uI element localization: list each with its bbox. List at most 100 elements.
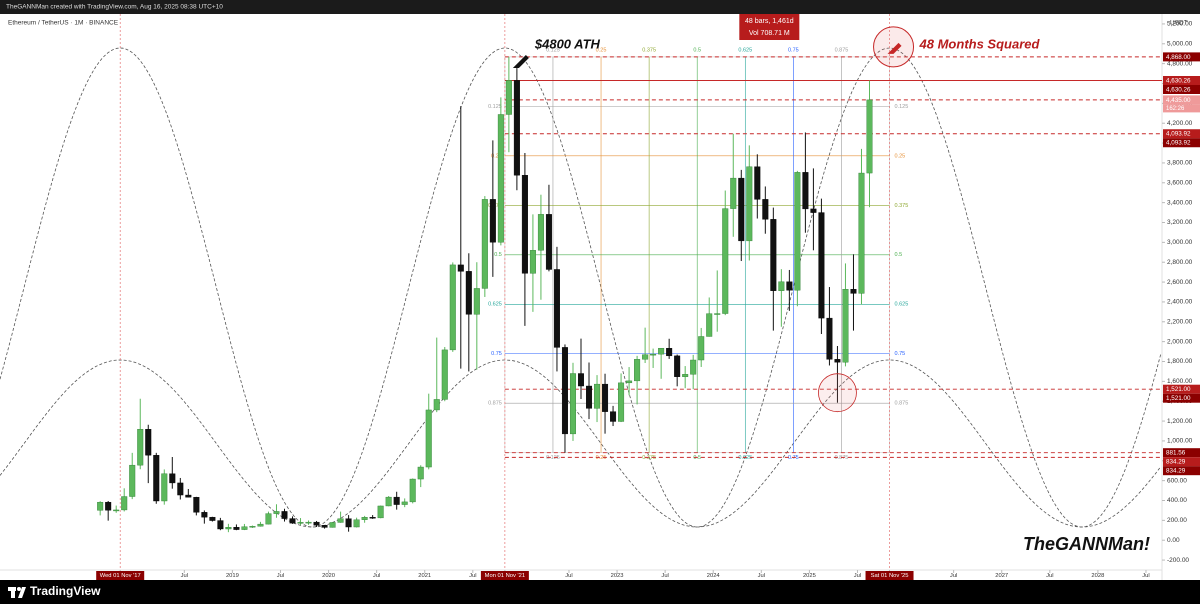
candle-body bbox=[569, 373, 576, 435]
x-tick-label: Jul bbox=[661, 573, 668, 579]
y-tick-label: 3,000.00 bbox=[1167, 239, 1193, 246]
y-tick-label: 3,800.00 bbox=[1167, 160, 1193, 167]
price-level-label: 4,093.92 bbox=[1166, 140, 1191, 147]
y-tick-label: 200.00 bbox=[1167, 517, 1187, 524]
x-tick-label: Mon 01 Nov '21 bbox=[485, 573, 525, 579]
candle-body bbox=[161, 473, 168, 502]
y-tick-label: 4,200.00 bbox=[1167, 120, 1193, 127]
candle-body bbox=[257, 523, 264, 527]
candle-body bbox=[449, 264, 456, 351]
fib-label: 0.25 bbox=[596, 455, 607, 461]
candle-body bbox=[650, 353, 657, 356]
candle-body bbox=[826, 317, 833, 360]
candle-body bbox=[97, 501, 104, 511]
squared-label: 48 Months Squared bbox=[919, 36, 1041, 51]
candle-body bbox=[698, 336, 705, 361]
measure-box bbox=[739, 14, 800, 40]
candle-body bbox=[810, 208, 817, 213]
price-level-label: 1,521.00 bbox=[1166, 386, 1191, 393]
pencil-icon bbox=[512, 55, 529, 68]
price-level-box bbox=[1163, 95, 1200, 105]
candle-body bbox=[369, 517, 376, 519]
fib-label: 0.375 bbox=[642, 455, 656, 461]
logo-part bbox=[18, 587, 26, 598]
candle-body bbox=[177, 482, 184, 496]
x-tick-label: 2020 bbox=[322, 573, 335, 579]
candle-body bbox=[425, 409, 432, 468]
gann-circle bbox=[818, 373, 857, 413]
candle-body bbox=[818, 212, 825, 319]
candle-body bbox=[249, 526, 256, 528]
author-signature: TheGANNMan! bbox=[1023, 534, 1150, 554]
candle-body bbox=[225, 527, 232, 530]
candle-body bbox=[241, 526, 248, 530]
candle-body bbox=[537, 214, 544, 251]
price-level-box bbox=[1163, 84, 1200, 94]
candle-body bbox=[265, 513, 272, 525]
x-tick-label: 2019 bbox=[226, 573, 239, 579]
candle-body bbox=[602, 383, 609, 412]
candle-body bbox=[553, 269, 560, 348]
candle-body bbox=[329, 522, 336, 528]
top-bar bbox=[0, 0, 1200, 14]
y-tick-label: 2,400.00 bbox=[1167, 299, 1193, 306]
y-tick-label: -200.00 bbox=[1167, 557, 1189, 564]
candle-body bbox=[722, 208, 729, 314]
fib-label: 0.875 bbox=[835, 47, 849, 53]
candle-body bbox=[658, 347, 665, 355]
candle-body bbox=[802, 172, 809, 210]
price-level-label: 834.29 bbox=[1166, 468, 1186, 475]
y-tick-label: 5,200.00 bbox=[1167, 21, 1193, 28]
candle-body bbox=[666, 347, 673, 357]
candle-body bbox=[473, 288, 480, 315]
price-level-box bbox=[1163, 448, 1200, 458]
fib-label: 0.25 bbox=[895, 153, 906, 159]
candle-body bbox=[145, 429, 152, 456]
price-level-box bbox=[1163, 129, 1200, 139]
y-tick-label: 400.00 bbox=[1167, 497, 1187, 504]
candle-body bbox=[489, 199, 496, 243]
logo-part bbox=[11, 587, 15, 598]
price-level-box bbox=[1163, 466, 1200, 476]
candle-body bbox=[561, 347, 568, 435]
x-tick-label: Jul bbox=[565, 573, 572, 579]
candle-body bbox=[770, 219, 777, 291]
candle-body bbox=[858, 172, 865, 294]
candle-body bbox=[305, 521, 312, 524]
candle-body bbox=[738, 177, 745, 242]
candle-body bbox=[497, 114, 504, 243]
price-level-label: 4,093.92 bbox=[1166, 131, 1191, 138]
y-tick-label: 1,800.00 bbox=[1167, 358, 1193, 365]
candle-body bbox=[457, 264, 464, 272]
y-tick-label: 1,200.00 bbox=[1167, 418, 1193, 425]
y-tick-label: 3,400.00 bbox=[1167, 199, 1193, 206]
x-tick-label: Jul bbox=[950, 573, 957, 579]
candle-body bbox=[297, 522, 304, 524]
candle-body bbox=[105, 501, 112, 511]
x-tick-label: Jul bbox=[469, 573, 476, 579]
candle-body bbox=[281, 511, 288, 519]
candle-body bbox=[786, 281, 793, 291]
candle-body bbox=[129, 464, 136, 497]
fib-label: 0.375 bbox=[895, 203, 909, 209]
x-tick-label: 2024 bbox=[707, 573, 721, 579]
candle-body bbox=[674, 355, 681, 377]
candle-body bbox=[321, 525, 328, 528]
candle-body bbox=[361, 517, 368, 520]
candle-body bbox=[417, 466, 424, 480]
currency: USDT bbox=[1170, 20, 1188, 27]
fib-label: 0.875 bbox=[895, 401, 909, 407]
fib-label: 0.75 bbox=[788, 455, 799, 461]
fib-label: 0.125 bbox=[546, 455, 560, 461]
candle-body bbox=[850, 289, 857, 294]
gann-circle bbox=[873, 26, 915, 68]
y-tick-label: 1,000.00 bbox=[1167, 438, 1193, 445]
x-tick-label: 2023 bbox=[611, 573, 624, 579]
y-tick-label: 2,600.00 bbox=[1167, 279, 1193, 286]
candle-body bbox=[706, 313, 713, 337]
candle-body bbox=[233, 527, 240, 530]
price-level-label: 4,630.26 bbox=[1166, 86, 1191, 93]
candle-body bbox=[337, 518, 344, 523]
